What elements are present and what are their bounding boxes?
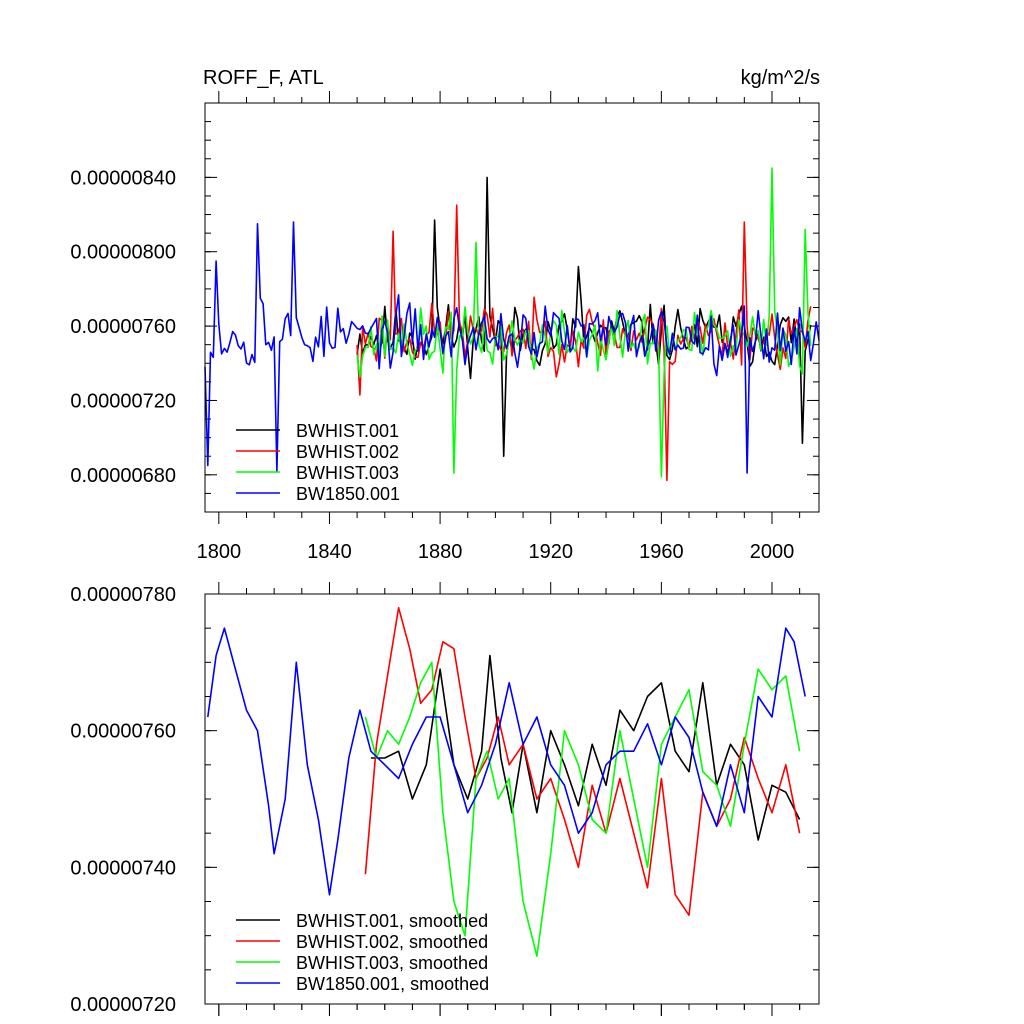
x-tick-label: 1960 — [639, 541, 684, 563]
x-tick-label: 1880 — [418, 541, 463, 563]
legend-label: BW1850.001 — [296, 484, 400, 504]
top-chart: ROFF_F, ATL kg/m^2/s 0.00000680 0.0000072… — [70, 67, 820, 563]
top-plot-frame — [204, 102, 820, 513]
x-tick-label: 2000 — [750, 541, 795, 563]
series-line-bwhist-001-smoothed — [370, 654, 801, 841]
legend-label: BW1850.001, smoothed — [296, 974, 489, 994]
x-tick-label: 1920 — [528, 541, 573, 563]
legend-label: BWHIST.003 — [296, 463, 399, 483]
legend-label: BWHIST.001 — [296, 421, 399, 441]
y-tick-label: 0.00000780 — [70, 584, 176, 606]
legend-label: BWHIST.001, smoothed — [296, 911, 488, 931]
series-line-bw1850-001-smoothed — [207, 627, 806, 896]
x-tick-label: 1800 — [197, 541, 242, 563]
y-tick-label: 0.00000800 — [70, 242, 176, 264]
x-tick-label: 1840 — [307, 541, 352, 563]
y-tick-label: 0.00000720 — [70, 994, 176, 1016]
legend-label: BWHIST.002 — [296, 442, 399, 462]
legend-label: BWHIST.003, smoothed — [296, 953, 488, 973]
y-tick-label: 0.00000840 — [70, 167, 176, 189]
y-tick-label: 0.00000760 — [70, 316, 176, 338]
series-line-bwhist-003-smoothed — [364, 661, 801, 957]
y-tick-label: 0.00000760 — [70, 721, 176, 743]
top-units: kg/m^2/s — [741, 67, 820, 89]
series-line-bwhist-002-smoothed — [364, 606, 801, 916]
y-tick-label: 0.00000740 — [70, 857, 176, 879]
bottom-plot-frame — [204, 593, 820, 1005]
series-line-bw1850-001 — [204, 221, 820, 474]
legend-label: BWHIST.002, smoothed — [296, 932, 488, 952]
top-title: ROFF_F, ATL — [203, 67, 324, 89]
bottom-chart: 0.00000720 0.00000740 0.00000760 0.00000780… — [70, 582, 820, 1016]
y-tick-label: 0.00000680 — [70, 465, 176, 487]
y-tick-label: 0.00000720 — [70, 390, 176, 412]
